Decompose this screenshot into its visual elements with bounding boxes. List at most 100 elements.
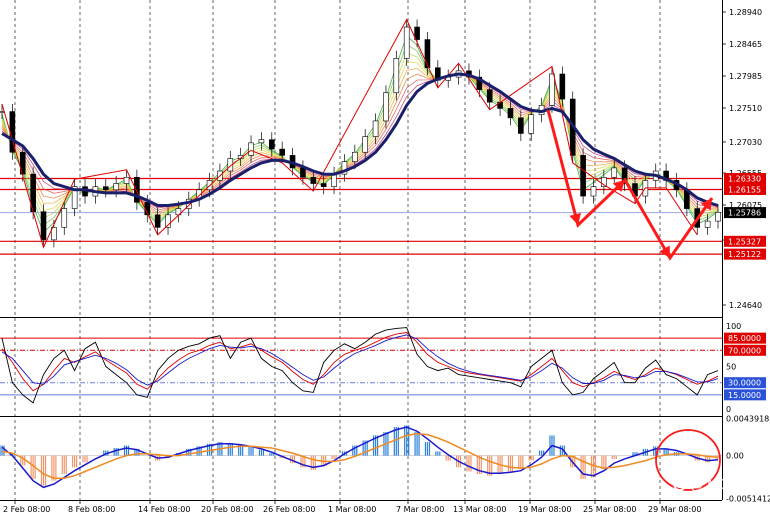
candle-body-31: [320, 183, 327, 187]
price-tick-label-0: 1.28940: [729, 8, 762, 17]
candle-body-10: [102, 186, 109, 191]
watermark-icon: [673, 477, 687, 491]
macd-line-0: [1, 426, 719, 489]
candle-body-6: [61, 208, 68, 228]
level-label-2: 1.25327: [728, 237, 761, 246]
x-tick-label-6: 7 Mar 08:00: [396, 505, 444, 514]
arrowhead-3: [659, 245, 670, 258]
candle-body-40: [414, 26, 420, 40]
ribbon-line-6: [1, 72, 719, 211]
highlight-circle: [655, 429, 721, 491]
stochastic-panel: [0, 327, 722, 404]
arrowhead-2: [612, 180, 625, 192]
candle-body-30: [310, 176, 317, 184]
candle-body-13: [134, 176, 140, 203]
level-label-0: 1.26330: [728, 175, 761, 184]
candle-body-57: [590, 186, 597, 197]
annotation-overlay: [546, 109, 721, 491]
stoch-level-label-box-0: [724, 332, 766, 344]
candle-body-4: [40, 211, 47, 241]
candle-body-50: [518, 117, 524, 134]
candle-body-25: [258, 139, 265, 144]
candle-body-51: [528, 114, 535, 134]
candle-body-53: [549, 73, 555, 106]
price-tick-label-1: 1.28465: [729, 40, 762, 49]
stoch-tick-label-0: 100: [726, 322, 741, 331]
price-tick-label-6: 1.26075: [729, 201, 762, 210]
stoch-line-2: [1, 327, 719, 404]
current-price-label: 1.25786: [728, 209, 761, 218]
ribbon-line-4: [1, 67, 719, 216]
macd-panel: [0, 425, 722, 489]
price-tick-label-8: 1.24640: [729, 301, 762, 310]
vertical-grid: [0, 0, 722, 501]
macd-line-1: [1, 433, 719, 479]
x-tick-label-7: 13 Mar 08:00: [453, 505, 506, 514]
level-label-box-3: [724, 248, 766, 260]
stoch-level-label-3: 15.0000: [728, 391, 761, 400]
ribbon-line-1: [1, 43, 719, 226]
stoch-tick-label-2: 0: [726, 405, 731, 414]
x-tick-label-10: 29 Mar 08:00: [648, 505, 701, 514]
price-tick-label-3: 1.27510: [729, 104, 762, 113]
x-tick-label-2: 14 Feb 08:00: [138, 505, 190, 514]
ribbon-line-5: [1, 72, 719, 214]
candle-body-36: [372, 120, 379, 137]
x-tick-label-3: 20 Feb 08:00: [201, 505, 253, 514]
stoch-line-0: [1, 332, 719, 392]
candle-body-16: [165, 214, 171, 228]
stoch-line-1: [1, 334, 719, 386]
watermark-text: @ MGM: [690, 478, 740, 493]
zigzag-line: [1, 18, 698, 249]
level-label-1: 1.26155: [728, 185, 761, 194]
current-price-label-box: [724, 207, 766, 219]
candle-body-15: [154, 214, 161, 228]
stoch-level-label-2: 30.0000: [728, 379, 761, 388]
ribbon-line-2: [1, 52, 719, 221]
x-tick-label-4: 26 Feb 08:00: [263, 505, 315, 514]
candle-body-32: [331, 173, 337, 187]
stoch-level-label-0: 85.0000: [728, 334, 761, 343]
candle-body-34: [352, 151, 358, 162]
candle-body-59: [611, 167, 618, 178]
y-axis: 1.289401.284651.279851.275101.270301.265…: [722, 0, 770, 515]
stoch-level-label-box-1: [724, 344, 766, 356]
candle-body-68: [704, 220, 711, 228]
candle-body-27: [279, 148, 285, 156]
x-tick-label-1: 8 Feb 08:00: [68, 505, 115, 514]
x-tick-label-9: 25 Mar 08:00: [583, 505, 636, 514]
candle-body-41: [424, 39, 431, 69]
x-tick-label-5: 1 Mar 08:00: [328, 505, 376, 514]
level-label-box-0: [724, 173, 766, 185]
candle-body-54: [559, 73, 566, 100]
price-panel: [0, 18, 722, 255]
arrowhead-4: [700, 198, 712, 211]
ribbon-line-3: [1, 61, 719, 219]
candle-body-11: [113, 183, 119, 191]
price-tick-label-4: 1.27030: [729, 138, 762, 147]
level-label-box-2: [724, 235, 766, 247]
level-label-3: 1.25122: [728, 250, 761, 259]
candle-body-56: [580, 155, 586, 197]
stoch-tick-label-1: 50: [726, 363, 736, 372]
candle-body-29: [300, 167, 306, 178]
macd-tick-label-0: 0.0043918: [726, 415, 769, 424]
candle-body-46: [476, 76, 483, 90]
x-tick-label-0: 2 Feb 08:00: [3, 505, 50, 514]
candle-body-47: [486, 89, 493, 103]
x-tick-label-8: 19 Mar 08:00: [518, 505, 571, 514]
stoch-level-label-1: 70.0000: [728, 346, 761, 355]
candle-body-69: [715, 212, 721, 222]
moving-average-line: [1, 72, 719, 207]
candle-body-49: [507, 108, 514, 119]
candle-body-38: [393, 58, 400, 94]
ribbon-line-0: [1, 34, 719, 234]
candle-body-33: [341, 161, 348, 175]
candle-body-60: [621, 167, 628, 184]
level-label-box-1: [724, 183, 766, 195]
candle-body-12: [123, 176, 130, 184]
macd-tick-label-1: 0.00: [726, 452, 744, 461]
stoch-level-label-box-3: [724, 389, 766, 401]
